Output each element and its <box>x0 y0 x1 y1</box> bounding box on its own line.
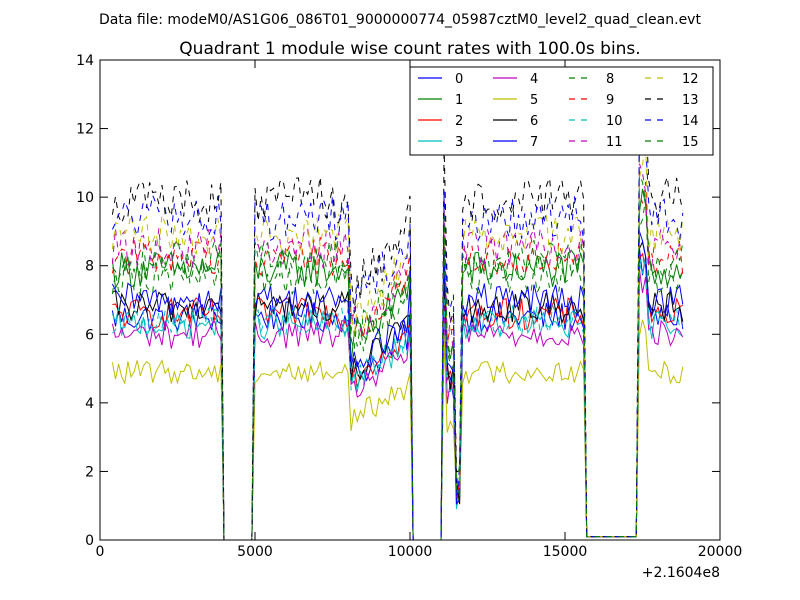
legend-label-9: 9 <box>606 93 614 108</box>
chart-title: Quadrant 1 module wise count rates with … <box>179 39 640 59</box>
legend-label-3: 3 <box>455 135 463 150</box>
y-tick-label: 6 <box>85 327 94 343</box>
x-tick-label: 15000 <box>543 544 588 560</box>
legend-label-4: 4 <box>530 72 538 87</box>
legend-label-14: 14 <box>682 114 699 129</box>
series-line-12 <box>111 143 684 540</box>
series-line-15 <box>112 175 684 540</box>
y-tick-label: 10 <box>76 190 94 206</box>
y-tick-label: 8 <box>85 259 94 275</box>
figure-suptitle: Data file: modeM0/AS1G06_086T01_90000007… <box>99 12 701 28</box>
legend-label-2: 2 <box>455 114 463 129</box>
legend-label-11: 11 <box>606 135 623 150</box>
legend-label-1: 1 <box>455 93 463 108</box>
y-tick-label: 12 <box>76 122 94 138</box>
x-tick-label: 5000 <box>237 544 273 560</box>
x-tick-label: 0 <box>96 544 105 560</box>
legend-label-10: 10 <box>606 114 623 129</box>
legend-label-15: 15 <box>682 135 699 150</box>
legend-label-8: 8 <box>606 72 614 87</box>
y-tick-label: 4 <box>85 396 94 412</box>
x-axis-offset-label: +2.1604e8 <box>642 565 720 581</box>
plot-area <box>99 59 721 541</box>
legend-label-7: 7 <box>530 135 538 150</box>
series-line-8 <box>111 199 684 540</box>
legend-label-6: 6 <box>530 114 538 129</box>
legend-label-0: 0 <box>455 72 463 87</box>
x-axis: 0 5000 10000 15000 20000 <box>96 60 743 560</box>
x-tick-label: 20000 <box>698 544 743 560</box>
legend-label-5: 5 <box>530 93 538 108</box>
y-tick-label: 0 <box>85 533 94 549</box>
y-tick-label: 14 <box>76 53 94 69</box>
legend-frame <box>409 66 714 156</box>
x-tick-label: 10000 <box>388 544 433 560</box>
series-layer <box>111 109 684 540</box>
y-tick-label: 2 <box>85 464 94 480</box>
legend-label-13: 13 <box>682 93 699 108</box>
legend-label-12: 12 <box>682 72 699 87</box>
